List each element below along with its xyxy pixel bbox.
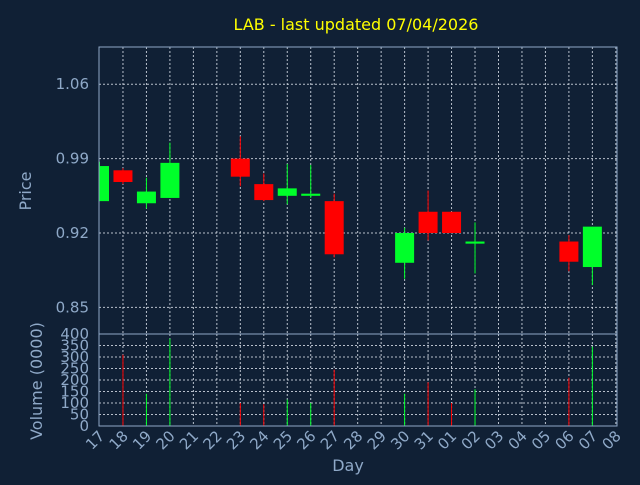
day-tick-label: 25 — [270, 427, 296, 453]
day-tick-label: 19 — [129, 427, 155, 453]
chart-title: LAB - last updated 07/04/2026 — [234, 15, 479, 34]
candle-body — [113, 170, 133, 182]
price-axis-label: Price — [16, 171, 35, 210]
candle-body — [99, 166, 109, 202]
candle-body — [277, 188, 297, 196]
candle-body — [136, 191, 156, 204]
volume-panel-frame — [98, 333, 618, 427]
day-tick-label: 23 — [223, 427, 249, 453]
day-tick-label: 26 — [293, 427, 319, 453]
candle-body — [254, 184, 274, 201]
volume-tick-label: 200 — [60, 371, 89, 389]
price-candles — [99, 136, 602, 286]
volume-tick-label: 250 — [60, 360, 89, 378]
day-tick-label: 22 — [199, 427, 225, 453]
day-tick-label: 03 — [481, 427, 507, 453]
volume-bars — [122, 338, 593, 426]
day-tick-label: 30 — [387, 427, 413, 453]
price-tick-label: 0.99 — [56, 150, 89, 168]
candle-body — [418, 211, 438, 234]
day-tick-label: 29 — [364, 427, 390, 453]
candle-body — [559, 241, 579, 262]
day-tick-label: 06 — [551, 427, 577, 453]
volume-tick-label: 50 — [70, 406, 89, 424]
candle-body — [582, 226, 602, 268]
candle-body — [395, 233, 415, 263]
candle-body — [160, 162, 180, 198]
x-axis-label: Day — [332, 456, 364, 475]
price-tick-label: 1.06 — [56, 75, 89, 93]
candle-body — [301, 193, 321, 196]
day-tick-label: 31 — [411, 427, 437, 453]
volume-tick-label: 100 — [60, 394, 89, 412]
price-tick-labels: 1.06 0.99 0.92 0.85 — [56, 75, 89, 316]
volume-tick-label: 150 — [60, 383, 89, 401]
day-tick-label: 20 — [153, 427, 179, 453]
day-tick-label: 02 — [458, 427, 484, 453]
day-tick-label: 28 — [340, 427, 366, 453]
day-tick-label: 24 — [246, 427, 272, 453]
candle-body — [324, 201, 344, 255]
volume-tick-label: 350 — [60, 337, 89, 355]
day-tick-label: 18 — [106, 427, 132, 453]
volume-axis-label: Volume (0000) — [27, 322, 46, 440]
volume-tick-label: 300 — [60, 348, 89, 366]
day-tick-label: 08 — [598, 427, 624, 453]
candle-body — [442, 211, 462, 234]
day-tick-label: 01 — [434, 427, 460, 453]
day-tick-label: 05 — [528, 427, 554, 453]
day-tick-label: 04 — [505, 427, 531, 453]
volume-tick-label: 400 — [60, 325, 89, 343]
day-tick-label: 27 — [317, 427, 343, 453]
price-tick-label: 0.92 — [56, 224, 89, 242]
price-tick-label: 0.85 — [56, 298, 89, 316]
candle-body — [230, 158, 250, 177]
volume-gridlines — [99, 333, 617, 427]
volume-tick-label: 0 — [79, 417, 89, 435]
day-tick-label: 21 — [176, 427, 202, 453]
candle-body — [465, 241, 485, 244]
day-tick-label: 07 — [575, 427, 601, 453]
day-tick-labels: 1718192021222324252627282930310102030405… — [82, 427, 625, 453]
